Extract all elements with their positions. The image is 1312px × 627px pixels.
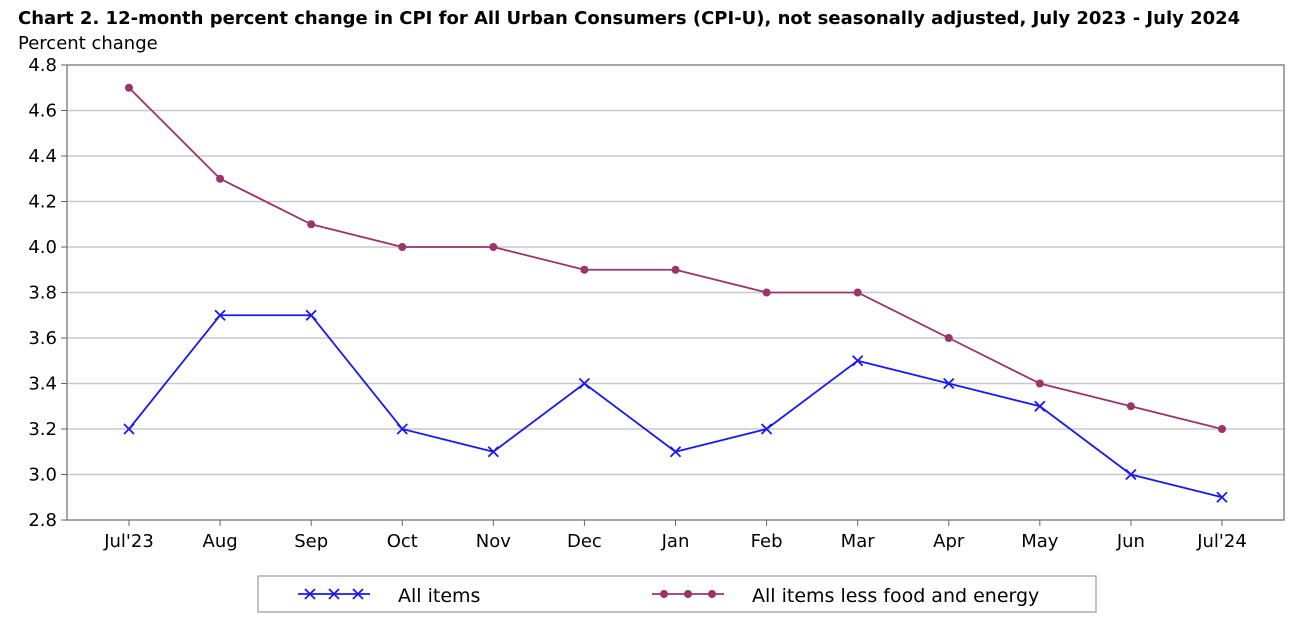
marker-stroke [669, 446, 682, 458]
grid [67, 109, 1284, 476]
series-group [123, 83, 1228, 503]
x-tick-label: Jan [661, 531, 690, 552]
x-tick-label: Jul'24 [1196, 531, 1247, 552]
data-point-circle-marker [684, 590, 692, 598]
data-point-x-marker [304, 588, 316, 600]
y-tick-label: 4.2 [28, 192, 57, 213]
data-point-x-marker [214, 309, 226, 321]
y-tick-label: 4.6 [28, 101, 57, 122]
y-tick-label: 4.8 [28, 55, 57, 76]
x-tick-label: Jun [1116, 531, 1145, 552]
marker-stroke [305, 309, 317, 321]
data-point-circle-marker [762, 288, 771, 297]
marker-stroke [214, 309, 226, 321]
y-tick-label: 3.6 [28, 328, 57, 349]
data-point-x-marker [760, 423, 773, 435]
series-line [128, 314, 1223, 499]
x-tick-label: Feb [751, 531, 783, 552]
marker-stroke [1125, 468, 1137, 481]
marker-stroke [943, 377, 955, 390]
y-tick-label: 3.0 [28, 465, 57, 486]
data-point-x-marker [578, 377, 591, 390]
data-point-circle-marker [1035, 379, 1044, 388]
data-point-x-marker [123, 423, 135, 435]
x-tick-label: Dec [567, 531, 602, 552]
y-tick-label: 3.2 [28, 419, 57, 440]
x-tick-label: Nov [476, 531, 511, 552]
data-point-x-marker [669, 446, 682, 458]
data-point-circle-marker [944, 334, 953, 342]
data-point-x-marker [852, 355, 864, 367]
legend: All items All items less food and energy [257, 575, 1097, 613]
marker-stroke [396, 423, 408, 435]
x-tick-label: Aug [203, 531, 238, 552]
x-tick-label: Sep [294, 531, 328, 552]
data-point-x-marker [1034, 400, 1046, 412]
x-tick-label: May [1021, 531, 1059, 552]
data-point-x-marker [352, 588, 364, 600]
data-point-circle-marker [307, 220, 316, 229]
data-point-x-marker [328, 588, 340, 600]
marker-stroke [852, 355, 864, 367]
marker-stroke [304, 588, 316, 600]
data-point-circle-marker [1218, 425, 1226, 433]
data-point-circle-marker [660, 590, 668, 598]
y-tick-label: 3.8 [28, 283, 57, 304]
legend-box [257, 575, 1097, 613]
y-axis: 2.8 3.0 3.2 3.4 3.6 3.8 4.0 4.2 4.4 4.6 4.8 [28, 55, 67, 531]
x-tick-label: Apr [933, 531, 965, 552]
marker-stroke [123, 423, 135, 435]
marker-stroke [1034, 400, 1046, 412]
data-point-circle-marker [580, 265, 589, 274]
x-tick-label: Mar [841, 531, 876, 552]
data-point-x-marker [1125, 468, 1137, 481]
x-axis: Jul'23 Aug Sep Oct Nov Dec Jan Feb Mar Apr May Jun J… [103, 520, 1247, 552]
data-point-circle-marker [216, 174, 225, 183]
x-tick-label: Oct [387, 531, 418, 552]
marker-stroke [1216, 491, 1228, 503]
data-point-circle-marker [671, 265, 680, 274]
data-point-circle-marker [489, 243, 498, 251]
data-point-x-marker [305, 309, 317, 321]
y-axis-label: Percent change [18, 33, 158, 54]
data-point-x-marker [487, 446, 499, 458]
data-point-circle-marker [708, 590, 716, 598]
y-tick-label: 2.8 [28, 510, 57, 531]
marker-stroke [760, 423, 773, 435]
legend-label: All items [398, 585, 480, 607]
marker-stroke [328, 588, 340, 600]
data-point-circle-marker [1126, 402, 1135, 411]
y-tick-label: 3.4 [28, 374, 57, 395]
x-tick-label: Jul'23 [103, 531, 154, 552]
marker-stroke [487, 446, 499, 458]
series-all-items [123, 309, 1228, 503]
series-line [128, 87, 1223, 430]
marker-stroke [578, 377, 591, 390]
chart-title: Chart 2. 12-month percent change in CPI … [18, 8, 1240, 29]
data-point-circle-marker [853, 288, 862, 297]
series-core [125, 83, 1226, 433]
data-point-circle-marker [125, 83, 133, 92]
data-point-x-marker [943, 377, 955, 390]
data-point-circle-marker [398, 243, 407, 251]
y-tick-label: 4.4 [28, 146, 57, 167]
data-point-x-marker [396, 423, 408, 435]
y-tick-label: 4.0 [28, 237, 57, 258]
marker-stroke [352, 588, 364, 600]
legend-label: All items less food and energy [752, 585, 1039, 607]
data-point-x-marker [1216, 491, 1228, 503]
